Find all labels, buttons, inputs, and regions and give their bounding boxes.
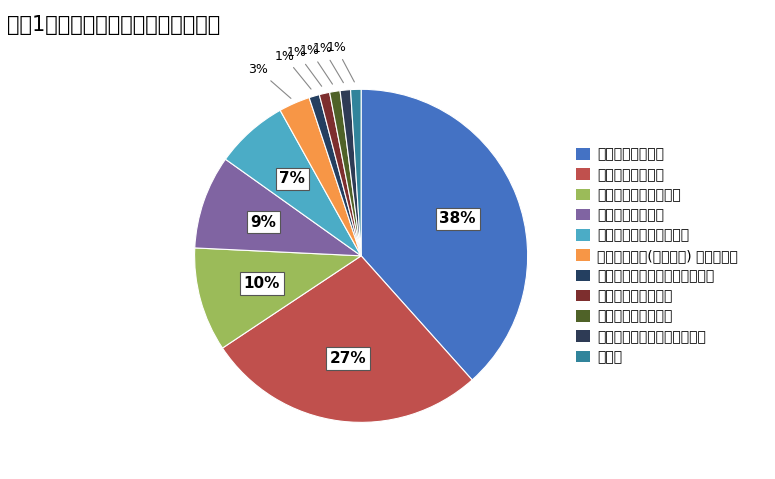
Wedge shape <box>319 92 361 256</box>
Wedge shape <box>195 159 361 256</box>
Text: 1%: 1% <box>326 41 354 82</box>
Text: 27%: 27% <box>329 351 367 366</box>
Text: 1%: 1% <box>300 44 332 84</box>
Wedge shape <box>361 89 528 380</box>
Wedge shape <box>329 91 361 256</box>
Wedge shape <box>340 90 361 256</box>
Text: 1%: 1% <box>274 50 311 89</box>
Wedge shape <box>226 110 361 256</box>
Text: 7%: 7% <box>279 171 305 186</box>
Text: 3%: 3% <box>248 63 291 98</box>
Text: 38%: 38% <box>439 212 476 227</box>
Wedge shape <box>195 248 361 348</box>
Legend: ソフトウェア障害, 管理面・人的要因, その他の非意図的要因, ハードウェア障害, 外部からの不正アクセス, 情報通信分野(電気通信) からの波及, コンピュー: ソフトウェア障害, 管理面・人的要因, その他の非意図的要因, ハードウェア障害… <box>577 148 738 364</box>
Text: 10%: 10% <box>243 276 280 291</box>
Text: 1%: 1% <box>313 42 343 83</box>
Wedge shape <box>222 256 472 422</box>
Wedge shape <box>280 98 361 256</box>
Text: 図袅1「障害事象別割合（全業態）」: 図袅1「障害事象別割合（全業態）」 <box>7 15 221 35</box>
Wedge shape <box>309 95 361 256</box>
Text: 9%: 9% <box>250 215 277 229</box>
Text: 1%: 1% <box>287 46 322 86</box>
Wedge shape <box>350 89 361 256</box>
